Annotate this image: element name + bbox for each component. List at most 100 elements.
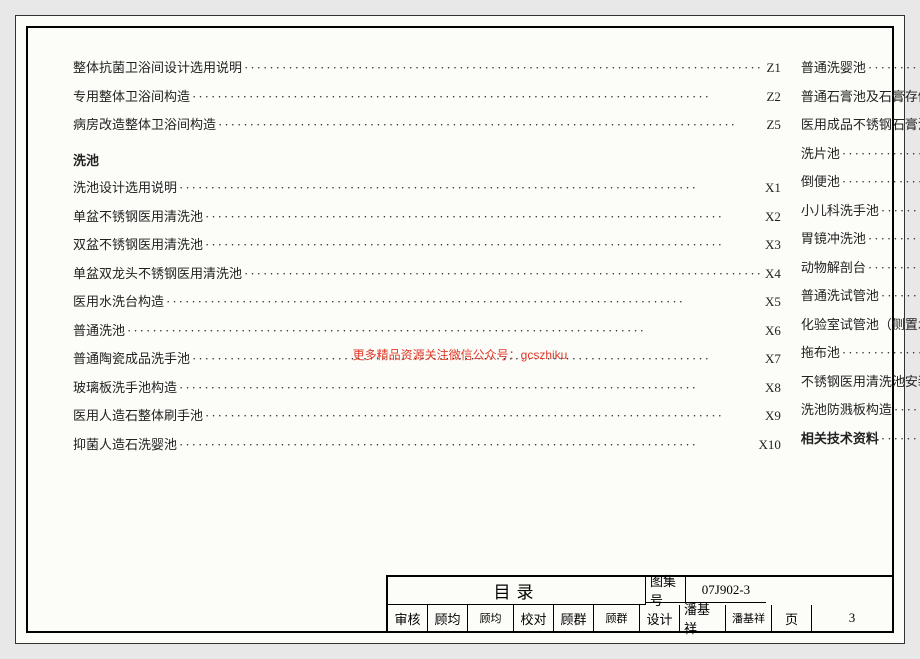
toc-entry-label: 普通陶瓷成品洗手池	[73, 349, 190, 369]
toc-entry: 普通陶瓷成品洗手池 X7	[73, 349, 781, 369]
toc-entry: 洗片池X15	[801, 144, 920, 164]
title-row-2: 审核 顾均 顾均 校对 顾群 顾群 设计 潘基祥 潘基祥 页 3	[388, 605, 892, 631]
toc-entry-page: Z2	[766, 87, 780, 107]
toc-entry: 洗池设计选用说明X1	[73, 178, 781, 198]
toc-entry-label: 单盆不锈钢医用清洗池	[73, 207, 203, 227]
toc-leader-dots	[868, 258, 920, 278]
name-校对: 顾群	[554, 605, 594, 631]
toc-entry-label: 病房改造整体卫浴间构造	[73, 115, 216, 135]
toc-leader-dots	[868, 58, 920, 78]
title-row-1: 目录 图集号 07J902-3	[388, 577, 892, 605]
toc-entry-label: 不锈钢医用清洗池安装构造	[801, 372, 920, 392]
toc-entry: 病房改造整体卫浴间构造 Z5	[73, 115, 781, 135]
right-column: 普通洗婴池X12 普通石膏池及石膏存储池X13 医用成品不锈钢石膏池构造X14 洗片池…	[791, 58, 920, 463]
title-block: 目录 图集号 07J902-3 审核 顾均 顾均 校对 顾群 顾群 设计 潘基祥…	[386, 575, 892, 631]
toc-entry-label: 胃镜冲洗池	[801, 229, 866, 249]
name-设计: 潘基祥	[680, 605, 726, 631]
toc-leader-dots	[842, 144, 920, 164]
toc-entry-label: 普通洗婴池	[801, 58, 866, 78]
toc-entry-page: X7	[765, 349, 781, 369]
role-设计: 设计	[640, 605, 680, 631]
toc-entry: 单盆不锈钢医用清洗池 X2	[73, 207, 781, 227]
toc-entry-page: X6	[765, 321, 781, 341]
toc-entry: 双盆不锈钢医用清洗池 X3	[73, 235, 781, 255]
role-校对: 校对	[514, 605, 554, 631]
toc-leader-dots	[192, 87, 764, 107]
toc-entry: 单盆双龙头不锈钢医用清洗池 X4	[73, 264, 781, 284]
toc-entry-label: 小儿科洗手池	[801, 201, 879, 221]
toc-entry-label: 拖布池	[801, 343, 840, 363]
toc-entry: 普通洗试管池X20	[801, 286, 920, 306]
toc-leader-dots	[127, 321, 763, 341]
toc-entry-page: Z1	[766, 58, 780, 78]
toc-entry: 整体抗菌卫浴间设计选用说明Z1	[73, 58, 781, 78]
toc-entry-label: 洗池防溅板构造	[801, 400, 892, 420]
toc-leader-dots	[244, 264, 763, 284]
toc-leader-dots	[881, 201, 920, 221]
toc-entry: 拖布池X22	[801, 343, 920, 363]
toc-leader-dots	[842, 343, 920, 363]
toc-entry: 医用水洗台构造 X5	[73, 292, 781, 312]
toc-entry-label: 抑菌人造石洗婴池	[73, 435, 177, 455]
toc-entry: 普通洗婴池X12	[801, 58, 920, 78]
toc-entry-label: 相关技术资料	[801, 429, 879, 449]
toc-entry: 相关技术资料102	[801, 429, 920, 449]
toc-entry: 倒便池X16	[801, 172, 920, 192]
toc-entry-page: X8	[765, 378, 781, 398]
toc-leader-dots	[192, 349, 763, 369]
toc-entry-label: 医用人造石整体刷手池	[73, 406, 203, 426]
left-column: 整体抗菌卫浴间设计选用说明Z1专用整体卫浴间构造Z2病房改造整体卫浴间构造Z5 …	[63, 58, 791, 463]
toc-entry-label: 医用成品不锈钢石膏池构造	[801, 115, 920, 135]
sig-审核: 顾均	[468, 605, 514, 631]
toc-entry-label: 玻璃板洗手池构造	[73, 378, 177, 398]
toc-entry-page: X4	[765, 264, 781, 284]
toc-entry: 不锈钢医用清洗池安装构造X23	[801, 372, 920, 392]
role-审核: 审核	[388, 605, 428, 631]
toc-leader-dots	[842, 172, 920, 192]
toc-entry-label: 普通石膏池及石膏存储池	[801, 87, 920, 107]
sig-设计: 潘基祥	[726, 605, 772, 631]
toc-entry-label: 医用水洗台构造	[73, 292, 164, 312]
toc-entry: 普通石膏池及石膏存储池X13	[801, 87, 920, 107]
toc-entry: 专用整体卫浴间构造 Z2	[73, 87, 781, 107]
toc-entry: 胃镜冲洗池X18	[801, 229, 920, 249]
toc-entry-page: X3	[765, 235, 781, 255]
page-label: 页	[772, 605, 812, 631]
toc-entry: 动物解剖台X19	[801, 258, 920, 278]
toc-entry-label: 洗池设计选用说明	[73, 178, 177, 198]
toc-entry: 普通洗池 X6	[73, 321, 781, 341]
section-heading: 洗池	[73, 151, 781, 171]
toc-entry-page: X5	[765, 292, 781, 312]
toc-entry-page: X2	[765, 207, 781, 227]
toc-entry-label: 倒便池	[801, 172, 840, 192]
toc-leader-dots	[868, 229, 920, 249]
toc-entry: 抑菌人造石洗婴池X10	[73, 435, 781, 455]
toc-leader-dots	[205, 207, 763, 227]
toc-leader-dots	[205, 406, 763, 426]
toc-leader-dots	[894, 400, 920, 420]
toc-entry-label: 双盆不锈钢医用清洗池	[73, 235, 203, 255]
toc-leader-dots	[179, 178, 763, 198]
drawing-title: 目录	[388, 577, 646, 605]
toc-leader-dots	[179, 435, 757, 455]
toc-leader-dots	[179, 378, 763, 398]
toc-entry-label: 普通洗试管池	[801, 286, 879, 306]
toc-entry-page: X9	[765, 406, 781, 426]
toc-entry-label: 普通洗池	[73, 321, 125, 341]
sig-校对: 顾群	[594, 605, 640, 631]
toc-leader-dots	[244, 58, 764, 78]
toc-leader-dots	[881, 286, 920, 306]
toc-leader-dots	[881, 429, 920, 449]
toc-content: 整体抗菌卫浴间设计选用说明Z1专用整体卫浴间构造Z2病房改造整体卫浴间构造Z5 …	[28, 28, 892, 473]
toc-entry-label: 专用整体卫浴间构造	[73, 87, 190, 107]
name-审核: 顾均	[428, 605, 468, 631]
toc-leader-dots	[205, 235, 763, 255]
toc-entry-page: Z5	[766, 115, 780, 135]
toc-entry: 医用人造石整体刷手池 X9	[73, 406, 781, 426]
toc-entry: 医用成品不锈钢石膏池构造X14	[801, 115, 920, 135]
toc-entry: 化验室试管池（侧置水槽台、带滴水架）X21	[801, 315, 920, 335]
toc-entry: 玻璃板洗手池构造 X8	[73, 378, 781, 398]
toc-entry-label: 动物解剖台	[801, 258, 866, 278]
toc-entry-label: 单盆双龙头不锈钢医用清洗池	[73, 264, 242, 284]
toc-entry-label: 洗片池	[801, 144, 840, 164]
